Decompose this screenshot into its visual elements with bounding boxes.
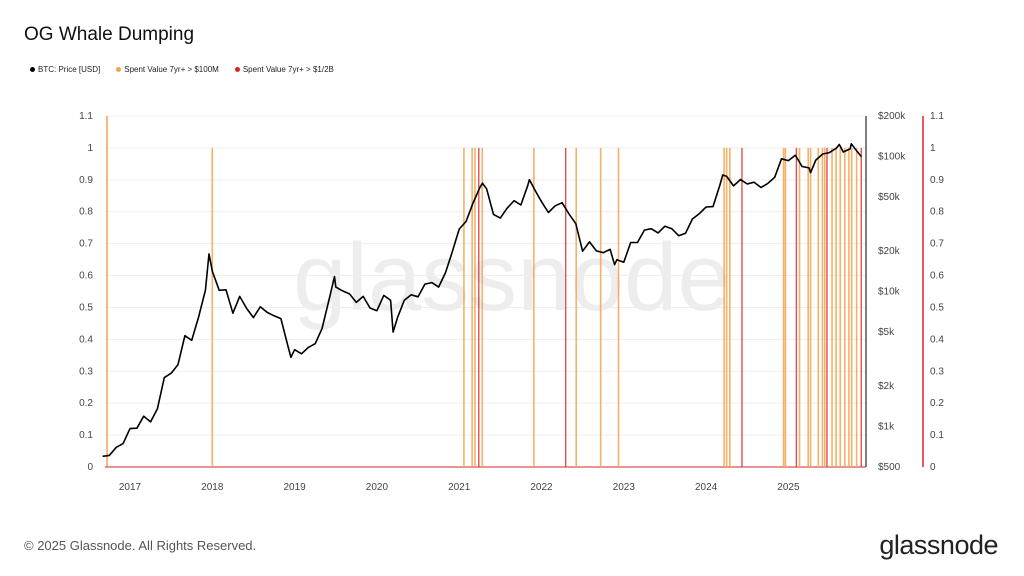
left-axis-tick: 0.2 (79, 398, 93, 409)
chart-title: OG Whale Dumping (24, 24, 195, 45)
left-axis-tick: 0.5 (79, 302, 93, 313)
legend: BTC: Price [USD] Spent Value 7yr+ > $100… (30, 65, 334, 74)
left-axis-tick: 1.1 (79, 111, 93, 122)
right-axis-tick: 0.4 (930, 334, 944, 345)
left-axis-tick: 1 (87, 143, 93, 154)
right-axis-tick: 0 (930, 462, 936, 473)
left-axis-tick: 0.1 (79, 430, 93, 441)
watermark: glassnode (293, 224, 731, 331)
x-axis-tick: 2020 (366, 482, 389, 493)
left-axis-tick: 0.8 (79, 207, 93, 218)
copyright: © 2025 Glassnode. All Rights Reserved. (24, 538, 257, 553)
left-axis-tick: 0 (87, 462, 93, 473)
price-axis-tick: $500 (878, 462, 901, 473)
left-axis-tick: 0.3 (79, 366, 93, 377)
legend-dot-icon (234, 67, 240, 73)
price-axis-tick: $20k (878, 246, 901, 257)
x-axis-tick: 2019 (283, 482, 306, 493)
right-axis-tick: 1.1 (930, 111, 944, 122)
right-axis-tick: 0.9 (930, 175, 944, 186)
right-axis-tick: 0.1 (930, 430, 944, 441)
x-axis-tick: 2018 (201, 482, 224, 493)
left-axis-tick: 0.9 (79, 175, 93, 186)
x-axis-tick: 2025 (777, 482, 800, 493)
price-axis-tick: $100k (878, 152, 906, 163)
price-axis-tick: $50k (878, 192, 901, 203)
x-axis-tick: 2023 (613, 482, 636, 493)
left-axis-tick: 0.6 (79, 271, 93, 282)
legend-dot-icon (30, 67, 35, 73)
right-axis-tick: 0.8 (930, 207, 944, 218)
legend-item-halfb[interactable]: Spent Value 7yr+ > $1/2B (234, 65, 334, 74)
right-axis-tick: 0.3 (930, 366, 944, 377)
right-axis-tick: 0.2 (930, 398, 944, 409)
price-axis-tick: $5k (878, 327, 895, 338)
price-line (102, 143, 862, 458)
price-axis-tick: $10k (878, 287, 901, 298)
price-axis-tick: $200k (878, 111, 906, 122)
right-axis-tick: 0.5 (930, 302, 944, 313)
legend-item-price[interactable]: BTC: Price [USD] (30, 65, 100, 74)
x-axis-tick: 2017 (119, 482, 142, 493)
legend-dot-icon (116, 67, 122, 73)
right-axis-tick: 0.6 (930, 271, 944, 282)
legend-item-100m[interactable]: Spent Value 7yr+ > $100M (116, 65, 219, 74)
x-axis-tick: 2024 (695, 482, 718, 493)
left-axis-tick: 0.7 (79, 239, 93, 250)
left-axis-tick: 0.4 (79, 334, 93, 345)
right-axis-tick: 1 (930, 143, 936, 154)
price-axis-tick: $2k (878, 381, 895, 392)
x-axis-tick: 2022 (530, 482, 553, 493)
x-axis-tick: 2021 (448, 482, 471, 493)
glassnode-logo: glassnode (879, 530, 998, 560)
price-axis-tick: $1k (878, 421, 895, 432)
right-axis-tick: 0.7 (930, 239, 944, 250)
